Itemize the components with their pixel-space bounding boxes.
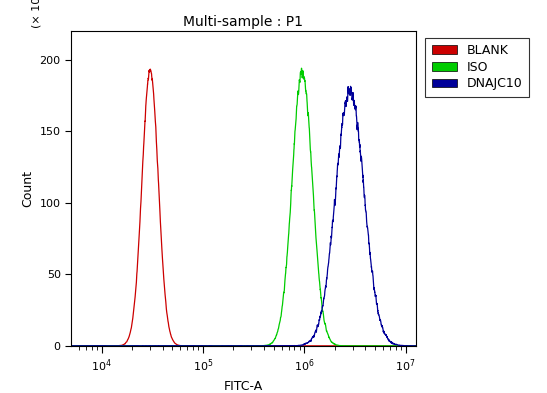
DNAJC10 [347, 84, 354, 89]
BLANK [369, 343, 375, 348]
DNAJC10 [107, 343, 114, 348]
DNAJC10 [127, 343, 134, 348]
BLANK [412, 343, 419, 348]
Line: DNAJC10: DNAJC10 [71, 86, 416, 346]
ISO [84, 343, 91, 348]
Text: (× 10¹): (× 10¹) [32, 0, 42, 28]
BLANK [68, 343, 74, 348]
DNAJC10 [200, 343, 207, 348]
ISO [369, 343, 375, 348]
X-axis label: FITC-A: FITC-A [224, 380, 263, 393]
DNAJC10 [106, 343, 112, 348]
Line: BLANK: BLANK [71, 69, 416, 346]
DNAJC10 [68, 343, 74, 348]
BLANK [107, 343, 114, 348]
BLANK [147, 67, 154, 72]
ISO [215, 343, 222, 348]
ISO [298, 66, 305, 71]
BLANK [200, 343, 207, 348]
ISO [107, 343, 114, 348]
ISO [68, 343, 74, 348]
ISO [406, 343, 412, 348]
DNAJC10 [412, 343, 419, 348]
BLANK [73, 343, 79, 348]
DNAJC10 [406, 343, 412, 348]
ISO [200, 343, 207, 348]
Y-axis label: Count: Count [21, 170, 34, 207]
DNAJC10 [215, 343, 222, 348]
BLANK [406, 343, 412, 348]
Title: Multi-sample : P1: Multi-sample : P1 [183, 15, 304, 29]
ISO [412, 343, 419, 348]
Line: ISO: ISO [71, 68, 416, 346]
ISO [127, 343, 134, 348]
DNAJC10 [369, 270, 375, 274]
Legend: BLANK, ISO, DNAJC10: BLANK, ISO, DNAJC10 [426, 38, 528, 97]
BLANK [127, 327, 134, 331]
BLANK [215, 343, 222, 348]
